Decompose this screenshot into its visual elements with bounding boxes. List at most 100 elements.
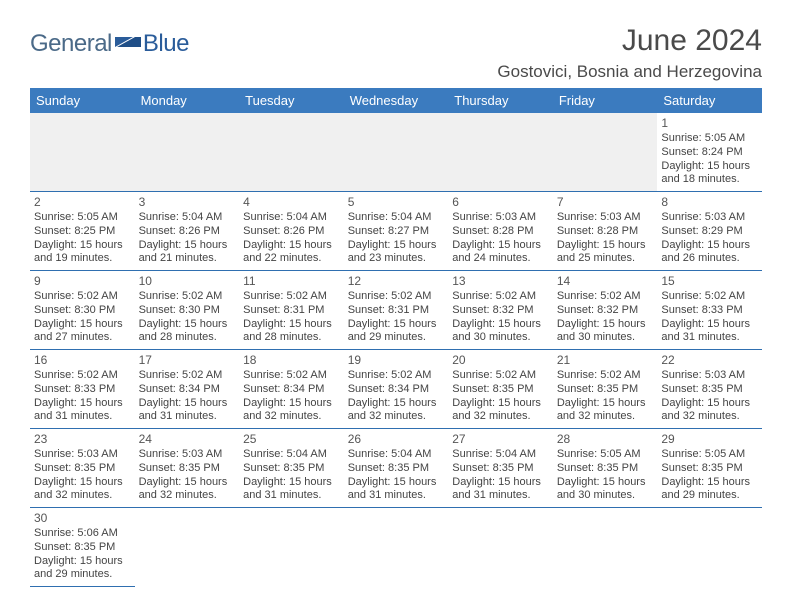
day-info: Sunrise: 5:02 AMSunset: 8:30 PMDaylight:… [139,290,236,345]
calendar-cell [344,113,449,192]
calendar-cell: 23Sunrise: 5:03 AMSunset: 8:35 PMDayligh… [30,429,135,508]
day-info: Sunrise: 5:02 AMSunset: 8:34 PMDaylight:… [139,369,236,424]
calendar-cell: 27Sunrise: 5:04 AMSunset: 8:35 PMDayligh… [448,429,553,508]
day-number: 25 [243,432,340,447]
day-info: Sunrise: 5:02 AMSunset: 8:34 PMDaylight:… [243,369,340,424]
day-number: 6 [452,195,549,210]
calendar-cell: 2Sunrise: 5:05 AMSunset: 8:25 PMDaylight… [30,192,135,271]
calendar-cell [30,113,135,192]
day-number: 12 [348,274,445,289]
day-info: Sunrise: 5:05 AMSunset: 8:35 PMDaylight:… [557,448,654,503]
day-number: 30 [34,511,131,526]
day-info: Sunrise: 5:05 AMSunset: 8:35 PMDaylight:… [661,448,758,503]
day-info: Sunrise: 5:05 AMSunset: 8:24 PMDaylight:… [661,132,758,187]
calendar-cell: 14Sunrise: 5:02 AMSunset: 8:32 PMDayligh… [553,271,658,350]
day-info: Sunrise: 5:03 AMSunset: 8:35 PMDaylight:… [139,448,236,503]
day-info: Sunrise: 5:03 AMSunset: 8:35 PMDaylight:… [661,369,758,424]
weekday-header: Saturday [657,88,762,113]
day-info: Sunrise: 5:02 AMSunset: 8:30 PMDaylight:… [34,290,131,345]
day-info: Sunrise: 5:04 AMSunset: 8:35 PMDaylight:… [348,448,445,503]
day-number: 23 [34,432,131,447]
day-info: Sunrise: 5:02 AMSunset: 8:35 PMDaylight:… [452,369,549,424]
calendar-cell: 19Sunrise: 5:02 AMSunset: 8:34 PMDayligh… [344,350,449,429]
day-info: Sunrise: 5:03 AMSunset: 8:28 PMDaylight:… [452,211,549,266]
calendar-cell [135,113,240,192]
calendar-cell [239,113,344,192]
calendar-cell: 22Sunrise: 5:03 AMSunset: 8:35 PMDayligh… [657,350,762,429]
calendar-cell: 12Sunrise: 5:02 AMSunset: 8:31 PMDayligh… [344,271,449,350]
calendar-cell: 26Sunrise: 5:04 AMSunset: 8:35 PMDayligh… [344,429,449,508]
calendar-cell: 8Sunrise: 5:03 AMSunset: 8:29 PMDaylight… [657,192,762,271]
weekday-header: Wednesday [344,88,449,113]
calendar-cell [239,508,344,587]
calendar-cell [135,508,240,587]
calendar-cell: 30Sunrise: 5:06 AMSunset: 8:35 PMDayligh… [30,508,135,587]
day-info: Sunrise: 5:02 AMSunset: 8:35 PMDaylight:… [557,369,654,424]
day-info: Sunrise: 5:04 AMSunset: 8:26 PMDaylight:… [139,211,236,266]
day-number: 24 [139,432,236,447]
logo-text-blue: Blue [143,30,189,58]
day-number: 29 [661,432,758,447]
calendar-cell: 10Sunrise: 5:02 AMSunset: 8:30 PMDayligh… [135,271,240,350]
day-number: 16 [34,353,131,368]
day-info: Sunrise: 5:02 AMSunset: 8:34 PMDaylight:… [348,369,445,424]
day-info: Sunrise: 5:02 AMSunset: 8:32 PMDaylight:… [452,290,549,345]
weekday-header: Monday [135,88,240,113]
calendar-cell [553,508,658,587]
day-info: Sunrise: 5:02 AMSunset: 8:32 PMDaylight:… [557,290,654,345]
calendar-cell: 28Sunrise: 5:05 AMSunset: 8:35 PMDayligh… [553,429,658,508]
weekday-header: Sunday [30,88,135,113]
day-number: 26 [348,432,445,447]
day-number: 11 [243,274,340,289]
day-number: 2 [34,195,131,210]
day-number: 8 [661,195,758,210]
day-info: Sunrise: 5:02 AMSunset: 8:31 PMDaylight:… [243,290,340,345]
day-number: 4 [243,195,340,210]
day-number: 18 [243,353,340,368]
day-info: Sunrise: 5:03 AMSunset: 8:35 PMDaylight:… [34,448,131,503]
day-info: Sunrise: 5:03 AMSunset: 8:28 PMDaylight:… [557,211,654,266]
day-number: 9 [34,274,131,289]
calendar-cell: 9Sunrise: 5:02 AMSunset: 8:30 PMDaylight… [30,271,135,350]
flag-icon [115,33,141,56]
calendar-cell: 13Sunrise: 5:02 AMSunset: 8:32 PMDayligh… [448,271,553,350]
calendar-cell: 4Sunrise: 5:04 AMSunset: 8:26 PMDaylight… [239,192,344,271]
calendar-cell: 5Sunrise: 5:04 AMSunset: 8:27 PMDaylight… [344,192,449,271]
day-info: Sunrise: 5:06 AMSunset: 8:35 PMDaylight:… [34,527,131,582]
day-number: 19 [348,353,445,368]
day-info: Sunrise: 5:04 AMSunset: 8:35 PMDaylight:… [243,448,340,503]
day-number: 17 [139,353,236,368]
day-info: Sunrise: 5:04 AMSunset: 8:35 PMDaylight:… [452,448,549,503]
day-number: 7 [557,195,654,210]
logo-text-general: General [30,30,112,58]
location-text: Gostovici, Bosnia and Herzegovina [497,62,762,82]
calendar-cell: 15Sunrise: 5:02 AMSunset: 8:33 PMDayligh… [657,271,762,350]
calendar-cell: 29Sunrise: 5:05 AMSunset: 8:35 PMDayligh… [657,429,762,508]
day-number: 28 [557,432,654,447]
calendar-cell: 25Sunrise: 5:04 AMSunset: 8:35 PMDayligh… [239,429,344,508]
day-info: Sunrise: 5:02 AMSunset: 8:31 PMDaylight:… [348,290,445,345]
page-title: June 2024 [497,24,762,58]
calendar-cell [657,508,762,587]
calendar-cell: 3Sunrise: 5:04 AMSunset: 8:26 PMDaylight… [135,192,240,271]
calendar-cell: 24Sunrise: 5:03 AMSunset: 8:35 PMDayligh… [135,429,240,508]
calendar-table: SundayMondayTuesdayWednesdayThursdayFrid… [30,88,762,587]
calendar-cell: 1Sunrise: 5:05 AMSunset: 8:24 PMDaylight… [657,113,762,192]
day-number: 3 [139,195,236,210]
weekday-header: Tuesday [239,88,344,113]
calendar-cell: 17Sunrise: 5:02 AMSunset: 8:34 PMDayligh… [135,350,240,429]
day-info: Sunrise: 5:04 AMSunset: 8:27 PMDaylight:… [348,211,445,266]
day-number: 20 [452,353,549,368]
weekday-header: Friday [553,88,658,113]
brand-logo: General Blue [30,24,189,58]
calendar-cell: 11Sunrise: 5:02 AMSunset: 8:31 PMDayligh… [239,271,344,350]
day-info: Sunrise: 5:02 AMSunset: 8:33 PMDaylight:… [34,369,131,424]
calendar-cell: 21Sunrise: 5:02 AMSunset: 8:35 PMDayligh… [553,350,658,429]
day-number: 15 [661,274,758,289]
calendar-cell [344,508,449,587]
day-number: 13 [452,274,549,289]
day-number: 5 [348,195,445,210]
calendar-cell: 20Sunrise: 5:02 AMSunset: 8:35 PMDayligh… [448,350,553,429]
day-number: 21 [557,353,654,368]
calendar-cell [448,113,553,192]
